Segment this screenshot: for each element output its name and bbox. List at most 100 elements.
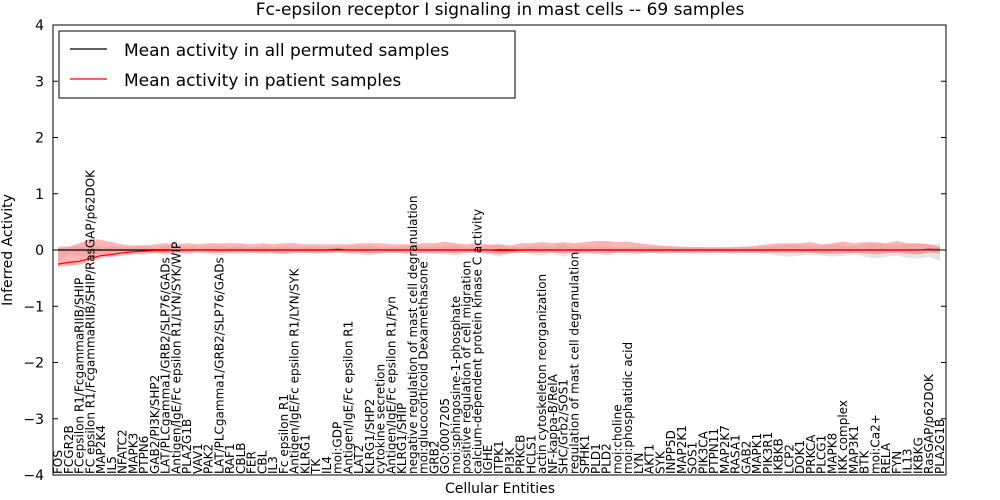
x-tick-label: GRB2	[428, 440, 442, 474]
x-tick-label: FOS	[51, 450, 65, 474]
x-tick-label: positive regulation of cell migration	[460, 261, 474, 474]
x-tick-label: GAB2/PI3K/SHP2	[148, 375, 162, 474]
x-tick-label: IKBKB	[772, 438, 786, 474]
legend-label-patient: Mean activity in patient samples	[124, 71, 401, 91]
x-tick-label: LAT/PLCgamma1/GRB2/SLP76/GADs	[212, 257, 226, 474]
x-tick-label: BTK	[858, 449, 872, 474]
x-tick-label: RASA1	[729, 434, 743, 474]
x-tick-label: IL13	[901, 449, 915, 475]
x-tick-label: PLCG1	[815, 435, 829, 474]
x-tick-label: SOS1	[686, 442, 700, 474]
x-tick-label: PLD1	[589, 443, 603, 474]
x-tick-label: FCepsilon R1/FcgammaRIIB/SHIP	[73, 278, 87, 474]
x-tick-label: moi:Ca2+	[869, 414, 883, 474]
x-axis-label: Cellular Entities	[445, 481, 555, 497]
x-tick-label: PI3K	[503, 447, 517, 474]
x-tick-label: IKBKG	[912, 437, 926, 474]
x-tick-label: PAK2	[202, 444, 216, 474]
x-tick-label: FYN	[890, 451, 904, 474]
x-tick-label: PRKCA	[804, 434, 818, 474]
y-tick-label: −1	[23, 299, 44, 315]
x-tick-label: PIK3CA	[696, 430, 710, 474]
x-tick-label: Fc epsilon R1	[277, 394, 291, 474]
x-tick-label: moi:glucocorticoid Dexamethasone	[417, 261, 431, 474]
x-tick-label: MAP2K1	[675, 425, 689, 474]
x-tick-label: MAPK1	[750, 433, 764, 474]
x-tick-label: IGHE	[481, 445, 495, 474]
x-tick-label: KLRG1/SHIP	[395, 403, 409, 474]
x-tick-label: GAB2	[739, 441, 753, 474]
x-tick-label: AKT1	[643, 444, 657, 474]
x-tick-label: LYN	[632, 453, 646, 474]
plot-frame	[52, 24, 947, 476]
x-tick-label: SHC/Grb2/SOS1	[557, 379, 571, 474]
y-axis-label: Inferred Activity	[0, 194, 16, 306]
x-tick-label: moi:sphingosine-1-phosphate	[449, 296, 463, 474]
legend-box	[58, 30, 516, 99]
x-tick-label: PTPN11	[707, 428, 721, 474]
x-tick-label: moi:choline	[610, 404, 624, 474]
x-tick-label: Antigen/IgE/Fc epsilon R1/LYN/SYK/WIP	[169, 242, 183, 474]
x-tick-label: MAP2K4	[94, 425, 108, 474]
confidence-bands	[58, 238, 940, 267]
y-axis: −4 −3 −2 −1 0 1 2 3 4	[23, 18, 946, 484]
x-tick-label: PLA2G1B	[933, 419, 947, 474]
x-tick-label: PTPN6	[137, 436, 151, 474]
y-tick-label: 2	[35, 131, 44, 147]
x-tick-label: moi:GDP	[331, 422, 345, 474]
y-tick-label: −2	[23, 356, 44, 372]
y-tick-label: −3	[23, 412, 44, 428]
x-tick-label: negative regulation of mast cell degranu…	[406, 195, 420, 474]
x-tick-label: KLRG1/SHP2	[363, 399, 377, 474]
x-tick-label: Antigen/IgE/Fc epsilon R1/LYN/SYK	[288, 267, 302, 474]
line-series-1	[57, 248, 940, 265]
x-tick-label: RasGAP/p62DOK	[922, 373, 936, 474]
x-tick-label: Antigen/IgE/Fc epsilon R1	[341, 321, 355, 474]
x-tick-label: actin cytoskeleton reorganization	[535, 274, 549, 474]
x-tick-label: LCP2	[782, 444, 796, 474]
x-tick-label: SYK	[653, 450, 667, 474]
x-tick-label: CBLB	[234, 442, 248, 474]
x-tick-label: IL4	[320, 456, 334, 474]
x-tick-label: IL5	[105, 456, 119, 474]
legend-label-permuted: Mean activity in all permuted samples	[124, 41, 449, 61]
y-tick-label: 4	[35, 18, 44, 34]
y-tick-label: 0	[35, 243, 44, 259]
x-tick-label: SPHK1	[578, 435, 592, 474]
x-tick-label: MAPK3	[126, 433, 140, 474]
x-tick-label: moi:phosphatidic acid	[621, 342, 635, 474]
x-tick-label: MAP3K1	[847, 425, 861, 474]
x-tick-label: NFATC2	[116, 429, 130, 474]
x-tick-label: FC epsilon R1/FcgammaRIIB/SHIP/RasGAP/p6…	[83, 169, 97, 474]
x-tick-label: PIK3R1	[761, 432, 775, 474]
x-tick-label: TK	[309, 458, 323, 475]
x-tick-label: HCLS1	[524, 435, 538, 474]
x-tick-label: IL3	[266, 456, 280, 474]
x-tick-label: DOK1	[793, 440, 807, 474]
x-tick-label: KLRG1	[298, 434, 312, 474]
x-tick-label: FER	[245, 451, 259, 474]
y-tick-label: 3	[35, 74, 44, 90]
x-tick-label: LAT2	[352, 445, 366, 474]
legend: Mean activity in all permuted samples Me…	[58, 30, 516, 99]
x-tick-label: IKK complex	[836, 400, 850, 474]
x-tick-label: PLA2G1B	[180, 419, 194, 474]
x-tick-label: MAP2K7	[718, 425, 732, 474]
x-tick-label: LAT/PLCgamma1/GRB2/SLP76/GADs	[159, 257, 173, 474]
x-tick-label: NF-kappa-B/RelA	[546, 373, 560, 474]
x-tick-label: Antigen/IgE/Fc epsilon R1/Fyn	[384, 296, 398, 474]
x-tick-label: VAV1	[191, 443, 205, 474]
x-tick-label: cytokine secretion	[374, 364, 388, 474]
x-tick-label: INPP5D	[664, 430, 678, 474]
x-tick-label: RELA	[879, 442, 893, 474]
x-tick-label: PRKCB	[514, 435, 528, 474]
x-tick-label: PLD2	[600, 443, 614, 474]
x-tick-label: RAF1	[223, 443, 237, 474]
chart-title: Fc-epsilon receptor I signaling in mast …	[256, 0, 745, 20]
series-lines	[57, 248, 941, 265]
band-series-1	[58, 238, 940, 267]
x-tick-label: regulation of mast cell degranulation	[567, 252, 581, 474]
x-tick-label: ITPK1	[492, 440, 506, 474]
